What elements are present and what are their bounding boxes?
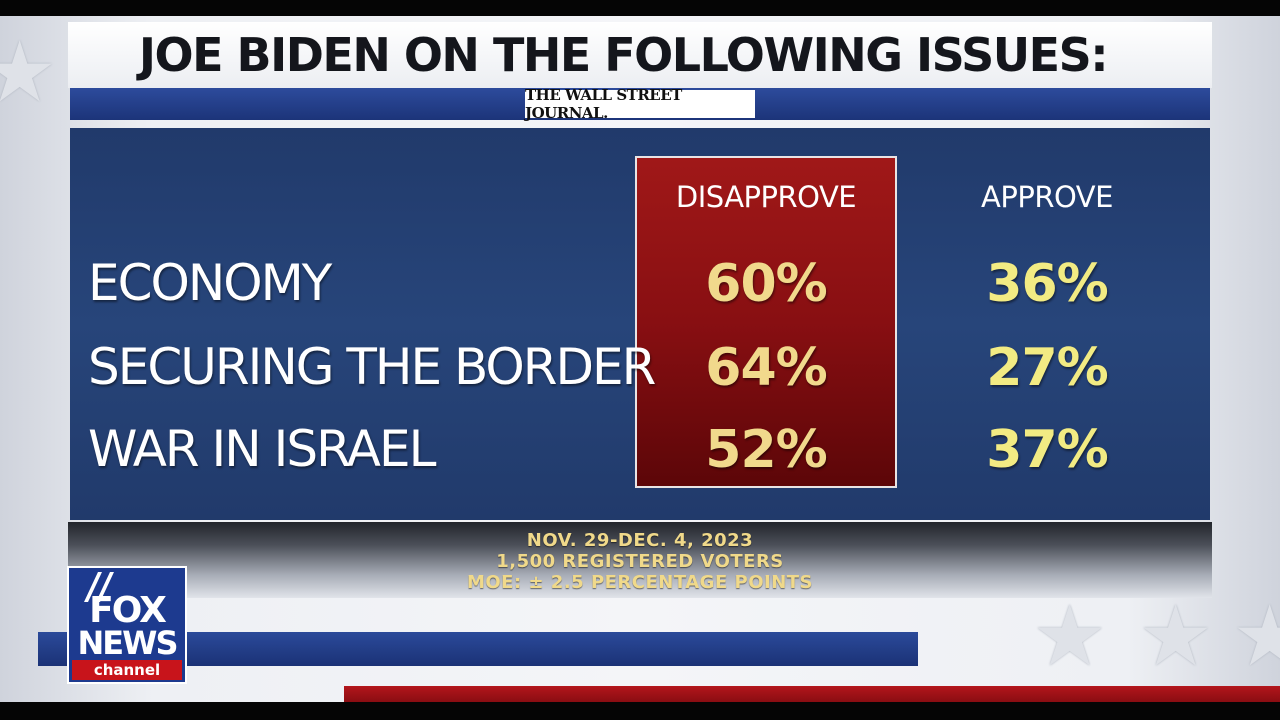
poll-sample: 1,500 REGISTERED VOTERS — [496, 551, 784, 572]
column-header-disapprove: DISAPPROVE — [675, 180, 857, 214]
logo-fox-text: FOX — [89, 590, 167, 631]
value-approve-economy: 36% — [986, 254, 1108, 314]
title-panel: JOE BIDEN ON THE FOLLOWING ISSUES: — [68, 22, 1212, 88]
methodology-panel — [68, 522, 1212, 598]
lower-third-red-bar — [344, 686, 1280, 702]
source-badge: THE WALL STREET JOURNAL. — [525, 86, 755, 122]
column-header-approve: APPROVE — [981, 180, 1113, 214]
logo-channel-text: channel — [72, 660, 182, 680]
letterbox-bottom — [0, 702, 1280, 720]
value-disapprove-border: 64% — [705, 338, 827, 398]
star-icon: ★ — [1232, 589, 1280, 683]
row-label-israel: WAR IN ISRAEL — [88, 420, 436, 478]
fox-news-logo: FOX NEWS channel — [67, 566, 187, 684]
value-disapprove-israel: 52% — [705, 420, 827, 480]
star-icon: ★ — [1138, 589, 1214, 683]
value-approve-border: 27% — [986, 338, 1108, 398]
poll-dates: NOV. 29-DEC. 4, 2023 — [526, 530, 754, 551]
disapprove-highlight-box — [635, 156, 897, 488]
star-icon: ★ — [1032, 589, 1108, 683]
row-label-economy: ECONOMY — [88, 254, 332, 312]
row-label-border: SECURING THE BORDER — [88, 338, 656, 396]
letterbox-top — [0, 0, 1280, 16]
logo-news-text: NEWS — [77, 624, 179, 662]
source-label: THE WALL STREET JOURNAL. — [525, 86, 682, 122]
chart-title: JOE BIDEN ON THE FOLLOWING ISSUES: — [138, 28, 1109, 82]
star-icon: ★ — [0, 25, 58, 119]
poll-margin-of-error: MOE: ± 2.5 PERCENTAGE POINTS — [466, 572, 814, 593]
value-disapprove-economy: 60% — [705, 254, 827, 314]
value-approve-israel: 37% — [986, 420, 1108, 480]
